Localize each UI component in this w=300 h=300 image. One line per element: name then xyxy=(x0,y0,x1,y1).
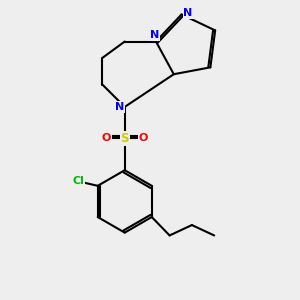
Text: N: N xyxy=(115,102,124,112)
Text: Cl: Cl xyxy=(73,176,84,186)
Text: O: O xyxy=(139,133,148,143)
Text: S: S xyxy=(121,132,129,145)
Text: N: N xyxy=(183,8,193,18)
Text: N: N xyxy=(150,30,159,40)
Text: O: O xyxy=(102,133,111,143)
